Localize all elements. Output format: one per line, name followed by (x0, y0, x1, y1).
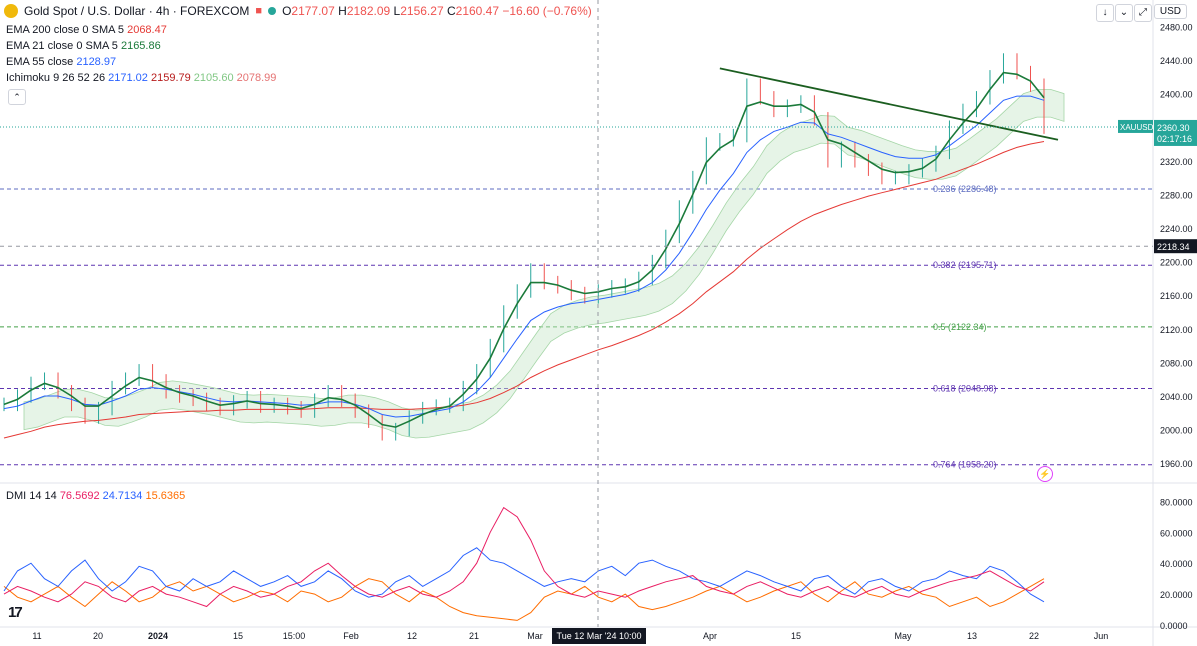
adx-line (3, 506, 1045, 608)
ema21-line (3, 71, 1045, 428)
price-tick-label: 2040.00 (1160, 392, 1193, 402)
dmi-tick-label: 20.0000 (1160, 590, 1193, 600)
time-tick-label: 15 (233, 631, 243, 641)
price-tick-label: 2320.00 (1160, 157, 1193, 167)
bell-icon[interactable]: ■ (255, 5, 263, 17)
price-tick-label: 2440.00 (1160, 56, 1193, 66)
time-tick-label: 12 (407, 631, 417, 641)
dmi-plus-line (3, 547, 1045, 603)
price-tick-label: 2120.00 (1160, 325, 1193, 335)
legend-ema55[interactable]: EMA 55 close 2128.97 (6, 56, 117, 68)
symbol-header: Gold Spot / U.S. Dollar · 4h · FOREXCOM … (4, 4, 592, 18)
price-tick-label: 2200.00 (1160, 258, 1193, 268)
symbol-tag-bg (1118, 119, 1153, 133)
time-tick-label: Mar (527, 631, 543, 641)
price-tick-label: 2240.00 (1160, 224, 1193, 234)
market-status-icon (268, 7, 277, 15)
ichimoku-cloud (23, 89, 1065, 439)
time-tick-label: 13 (967, 631, 977, 641)
arrow-down-icon[interactable]: ↓ (1096, 4, 1114, 22)
tradingview-logo: 17 (8, 604, 23, 621)
time-tick-label: May (894, 631, 912, 641)
legend-ema21[interactable]: EMA 21 close 0 SMA 5 2165.86 (6, 40, 161, 52)
gold-logo-icon (4, 4, 18, 18)
resistance-trendline (719, 67, 1059, 141)
fib-level-label: 0.236 (2286.48) (933, 184, 997, 194)
time-tick-label: Feb (343, 631, 359, 641)
ema200-line (3, 141, 1045, 439)
time-tick-label: 15:00 (283, 631, 306, 641)
fullscreen-icon[interactable]: ⤢ (1134, 4, 1152, 22)
crosshair-time-label: Tue 12 Mar '24 10:00 (557, 631, 642, 641)
fib-level-label: 0.764 (1958.20) (933, 460, 997, 470)
crosshair-price-label: 2218.34 (1157, 242, 1190, 252)
dmi-tick-label: 40.0000 (1160, 559, 1193, 569)
price-tick-label: 2480.00 (1160, 22, 1193, 32)
legend-dmi[interactable]: DMI 14 14 76.5692 24.7134 15.6365 (6, 490, 186, 502)
price-tick-label: 2400.00 (1160, 90, 1193, 100)
symbol-tag-label: XAUUSD (1120, 123, 1154, 132)
time-tick-label: 21 (469, 631, 479, 641)
time-tick-label: Apr (703, 631, 717, 641)
legend-ema200[interactable]: EMA 200 close 0 SMA 5 2068.47 (6, 24, 167, 36)
dropdown-icon[interactable]: ⌄ (1115, 4, 1133, 22)
price-tick-label: 2000.00 (1160, 426, 1193, 436)
time-tick-label: 11 (32, 631, 41, 641)
price-tick-label: 2080.00 (1160, 358, 1193, 368)
time-tick-label: 22 (1029, 631, 1039, 641)
fib-level-label: 0.618 (2048.98) (933, 383, 997, 393)
countdown-value: 02:17:16 (1157, 134, 1192, 144)
collapse-legend-icon[interactable]: ⌃ (8, 89, 26, 105)
currency-selector[interactable]: USD (1153, 4, 1187, 19)
fib-level-label: 0.382 (2195.71) (933, 260, 997, 270)
dmi-tick-label: 0.0000 (1160, 621, 1188, 631)
dmi-minus-line (3, 578, 1045, 621)
dmi-tick-label: 80.0000 (1160, 497, 1193, 507)
fib-level-label: 0.5 (2122.34) (933, 322, 987, 332)
crosshair-time-bg (552, 628, 646, 644)
dmi-tick-label: 60.0000 (1160, 528, 1193, 538)
legend-ichimoku[interactable]: Ichimoku 9 26 52 26 2171.02 2159.79 2105… (6, 72, 277, 84)
symbol-title[interactable]: Gold Spot / U.S. Dollar · 4h · FOREXCOM (24, 4, 250, 18)
time-tick-label: Jun (1094, 631, 1109, 641)
ohlc-values: O2177.07 H2182.09 L2156.27 C2160.47 −16.… (282, 4, 592, 18)
current-price-bg (1154, 119, 1197, 146)
price-tick-label: 2160.00 (1160, 291, 1193, 301)
price-tick-label: 2280.00 (1160, 190, 1193, 200)
crosshair-price-bg (1154, 239, 1197, 254)
price-tick-label: 1960.00 (1160, 459, 1193, 469)
time-tick-label: 15 (791, 631, 801, 641)
time-tick-label: 20 (93, 631, 103, 641)
lightning-icon[interactable]: ⚡ (1037, 466, 1053, 482)
current-price-value: 2360.30 (1157, 123, 1190, 133)
time-tick-label: 2024 (148, 631, 168, 641)
